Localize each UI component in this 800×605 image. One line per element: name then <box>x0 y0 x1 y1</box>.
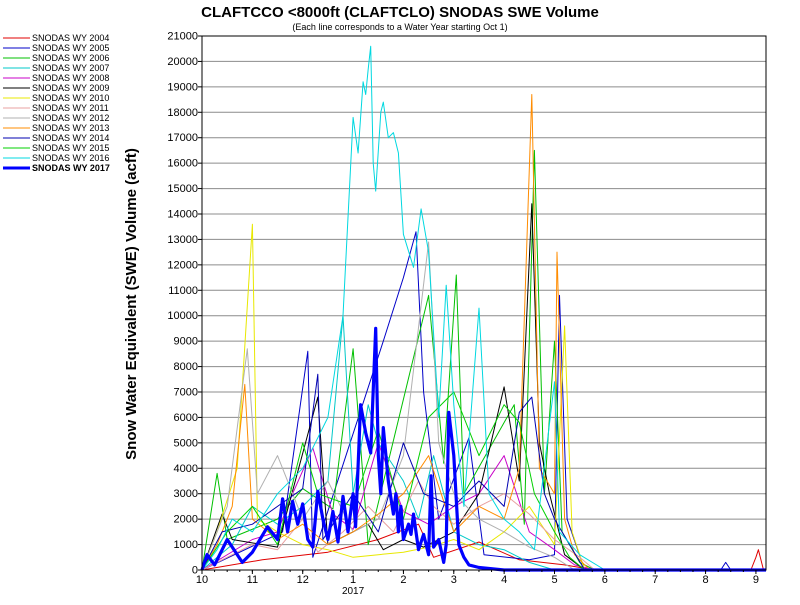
series-line-wy-2015 <box>201 391 586 571</box>
plot-border <box>201 35 767 571</box>
series-line-wy-2017 <box>200 326 766 572</box>
legend-label: SNODAS WY 2009 <box>32 83 109 93</box>
legend-label: SNODAS WY 2016 <box>32 153 109 163</box>
x-tick-label: 2 <box>400 574 406 586</box>
legend-label: SNODAS WY 2011 <box>32 103 109 113</box>
plot-background <box>202 36 766 570</box>
y-tick-label: 18000 <box>167 107 198 119</box>
y-tick-label: 19000 <box>167 81 198 93</box>
y-tick-label: 16000 <box>167 158 198 170</box>
legend-label: SNODAS WY 2010 <box>32 93 109 103</box>
legend-label: SNODAS WY 2005 <box>32 43 109 53</box>
x-tick-label: 11 <box>247 574 258 586</box>
y-tick-label: 0 <box>192 565 198 577</box>
y-tick-label: 17000 <box>167 132 198 144</box>
x-tick-label: 12 <box>297 574 309 586</box>
y-tick-label: 13000 <box>167 234 198 246</box>
x-tick-label: 1 <box>350 574 356 586</box>
y-tick-label: 8000 <box>174 361 198 373</box>
legend-label: SNODAS WY 2017 <box>32 163 110 173</box>
y-tick-label: 2000 <box>174 514 198 526</box>
x-tick-label: 9 <box>753 574 759 586</box>
plot-area <box>200 35 767 572</box>
y-tick-label: 14000 <box>167 209 198 221</box>
x-tick-label: 5 <box>551 574 557 586</box>
y-tick-label: 3000 <box>174 488 198 500</box>
series-line-wy-2004 <box>201 523 764 571</box>
y-axis: 0 1000 2000 3000 4000 5000 6000 7000 8000 9000 100… <box>167 31 202 577</box>
chart-subtitle: (Each line corresponds to a Water Year s… <box>292 22 507 32</box>
series-line-wy-2016 <box>201 45 606 571</box>
legend-label: SNODAS WY 2008 <box>32 73 109 83</box>
x-tick-label: 3 <box>451 574 457 586</box>
series-line-wy-2010 <box>201 223 586 571</box>
legend-label: SNODAS WY 2004 <box>32 33 109 43</box>
legend-label: SNODAS WY 2014 <box>32 133 109 143</box>
legend-label: SNODAS WY 2015 <box>32 143 109 153</box>
x-tick-label: 8 <box>703 574 709 586</box>
legend-label: SNODAS WY 2007 <box>32 63 109 73</box>
y-tick-label: 15000 <box>167 183 198 195</box>
y-tick-label: 21000 <box>167 31 198 43</box>
legend-label: SNODAS WY 2012 <box>32 113 109 123</box>
y-axis-label: Snow Water Equivalent (SWE) Volume (acft… <box>123 148 140 460</box>
x-year-label: 2017 <box>342 586 365 597</box>
legend-label: SNODAS WY 2006 <box>32 53 109 63</box>
x-tick-label: 7 <box>652 574 658 586</box>
y-tick-label: 1000 <box>174 539 198 551</box>
x-tick-label: 4 <box>501 574 507 586</box>
y-tick-label: 6000 <box>174 412 198 424</box>
series-line-wy-2009 <box>201 203 586 571</box>
y-tick-label: 9000 <box>174 336 198 348</box>
y-tick-label: 5000 <box>174 437 198 449</box>
legend-label: SNODAS WY 2013 <box>32 123 109 133</box>
y-tick-label: 11000 <box>168 285 198 297</box>
x-tick-label: 6 <box>602 574 608 586</box>
y-tick-label: 4000 <box>174 463 198 475</box>
y-tick-label: 7000 <box>174 387 198 399</box>
chart-title: CLAFTCCO <8000ft (CLAFTCLO) SNODAS SWE V… <box>201 4 599 21</box>
y-tick-label: 20000 <box>167 56 198 68</box>
y-tick-label: 12000 <box>167 259 198 271</box>
x-tick-label: 10 <box>196 574 208 586</box>
y-tick-label: 10000 <box>167 310 198 322</box>
